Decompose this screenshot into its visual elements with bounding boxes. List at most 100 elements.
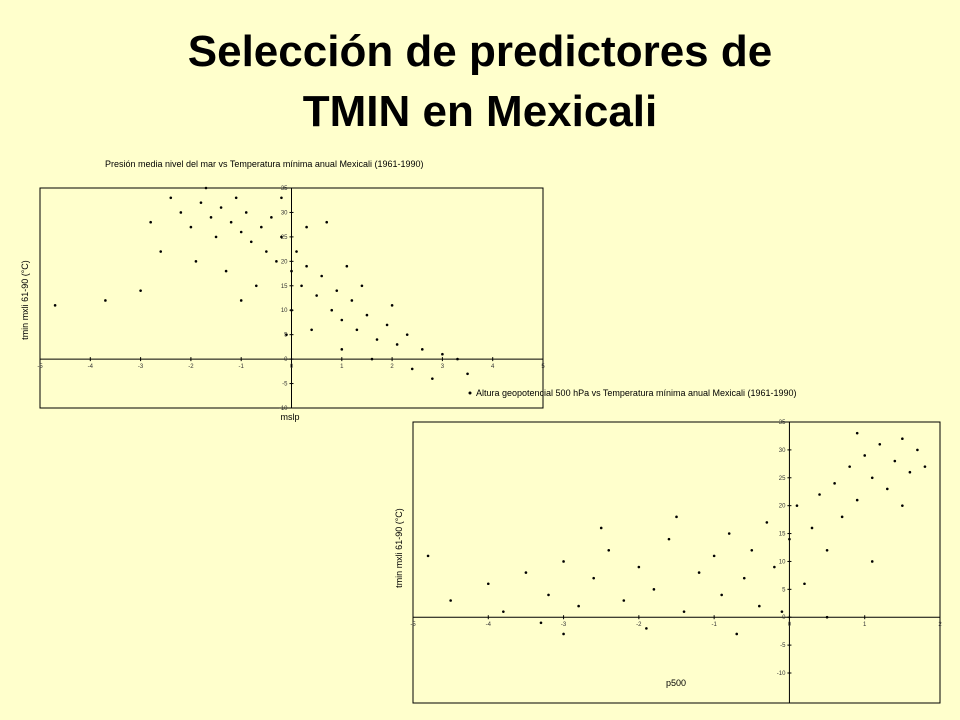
point xyxy=(209,216,213,219)
point xyxy=(878,443,882,446)
point xyxy=(562,632,565,636)
point xyxy=(345,264,349,268)
x-tick-label: 0 xyxy=(290,364,294,370)
point xyxy=(395,343,399,346)
point xyxy=(214,235,218,239)
y-axis-label: tmin mxli 61-90 (°C) xyxy=(394,508,404,588)
x-tick-label: 2 xyxy=(938,622,942,628)
point xyxy=(622,599,626,602)
point xyxy=(773,565,776,569)
point xyxy=(159,250,163,253)
point xyxy=(562,560,565,563)
point xyxy=(712,554,716,558)
y-tick-label: 25 xyxy=(779,476,786,482)
x-tick-label: -2 xyxy=(188,364,194,370)
point xyxy=(239,230,243,234)
point xyxy=(244,211,248,214)
x-tick-label: -2 xyxy=(636,622,642,628)
x-tick-label: -5 xyxy=(37,364,43,370)
point xyxy=(249,240,253,244)
point xyxy=(758,604,761,608)
point xyxy=(727,532,731,535)
point xyxy=(795,504,799,507)
point xyxy=(735,632,739,636)
point xyxy=(300,284,303,288)
point xyxy=(270,216,273,219)
point xyxy=(577,604,580,608)
point xyxy=(855,498,859,502)
x-tick-label: -3 xyxy=(561,622,567,628)
point xyxy=(840,515,844,519)
point xyxy=(456,357,459,361)
point xyxy=(335,289,339,292)
point xyxy=(645,627,648,630)
point xyxy=(682,610,686,613)
point xyxy=(750,548,754,552)
point xyxy=(667,537,671,541)
point xyxy=(524,571,528,574)
point xyxy=(104,299,107,302)
point xyxy=(908,470,912,474)
point xyxy=(280,235,283,239)
point xyxy=(310,328,313,332)
x-tick-label: 1 xyxy=(863,622,867,628)
point xyxy=(825,548,829,552)
point xyxy=(825,615,829,619)
point xyxy=(194,260,198,263)
point xyxy=(290,308,293,312)
point xyxy=(833,482,836,485)
x-tick-label: 0 xyxy=(788,622,792,628)
y-tick-label: 20 xyxy=(281,259,288,265)
point xyxy=(179,211,183,214)
point xyxy=(189,225,193,229)
x-tick-label: 1 xyxy=(340,364,344,370)
point xyxy=(410,367,414,371)
point xyxy=(365,313,369,317)
point xyxy=(350,299,354,302)
point xyxy=(923,465,927,468)
point xyxy=(893,459,897,463)
point xyxy=(53,304,57,307)
point xyxy=(340,318,344,322)
point xyxy=(305,225,308,229)
point xyxy=(592,576,595,580)
x-tick-label: -1 xyxy=(239,364,245,370)
point xyxy=(637,565,641,569)
slide-title: Selección de predictores de xyxy=(188,27,772,76)
y-tick-label: 20 xyxy=(779,504,786,510)
y-axis-label: tmin mxli 61-90 (°C) xyxy=(20,260,30,340)
point xyxy=(607,548,611,552)
point xyxy=(901,437,904,441)
x-tick-label: 4 xyxy=(491,364,495,370)
x-tick-label: -4 xyxy=(486,622,492,628)
chart-title: Altura geopotencial 500 hPa vs Temperatu… xyxy=(476,388,797,398)
point xyxy=(426,554,430,558)
point xyxy=(355,328,359,332)
y-tick-label: 30 xyxy=(779,448,786,454)
point xyxy=(305,264,308,268)
point xyxy=(486,582,490,586)
point xyxy=(234,196,238,200)
point xyxy=(290,269,293,273)
point xyxy=(810,526,814,530)
point xyxy=(466,372,469,376)
point xyxy=(370,357,374,361)
point xyxy=(219,206,223,209)
y-tick-label: 35 xyxy=(779,420,786,426)
y-tick-label: 15 xyxy=(779,532,786,538)
y-tick-label: -5 xyxy=(780,643,786,649)
point xyxy=(916,448,919,452)
x-tick-label: -5 xyxy=(410,622,416,628)
point xyxy=(149,220,152,224)
point xyxy=(204,186,208,190)
point xyxy=(765,521,769,524)
point xyxy=(848,465,851,468)
point xyxy=(431,377,434,380)
y-tick-label: 15 xyxy=(281,284,288,290)
point xyxy=(652,588,656,591)
point xyxy=(870,476,874,480)
point xyxy=(239,299,243,302)
point xyxy=(863,454,867,457)
y-tick-label: 10 xyxy=(779,559,786,565)
